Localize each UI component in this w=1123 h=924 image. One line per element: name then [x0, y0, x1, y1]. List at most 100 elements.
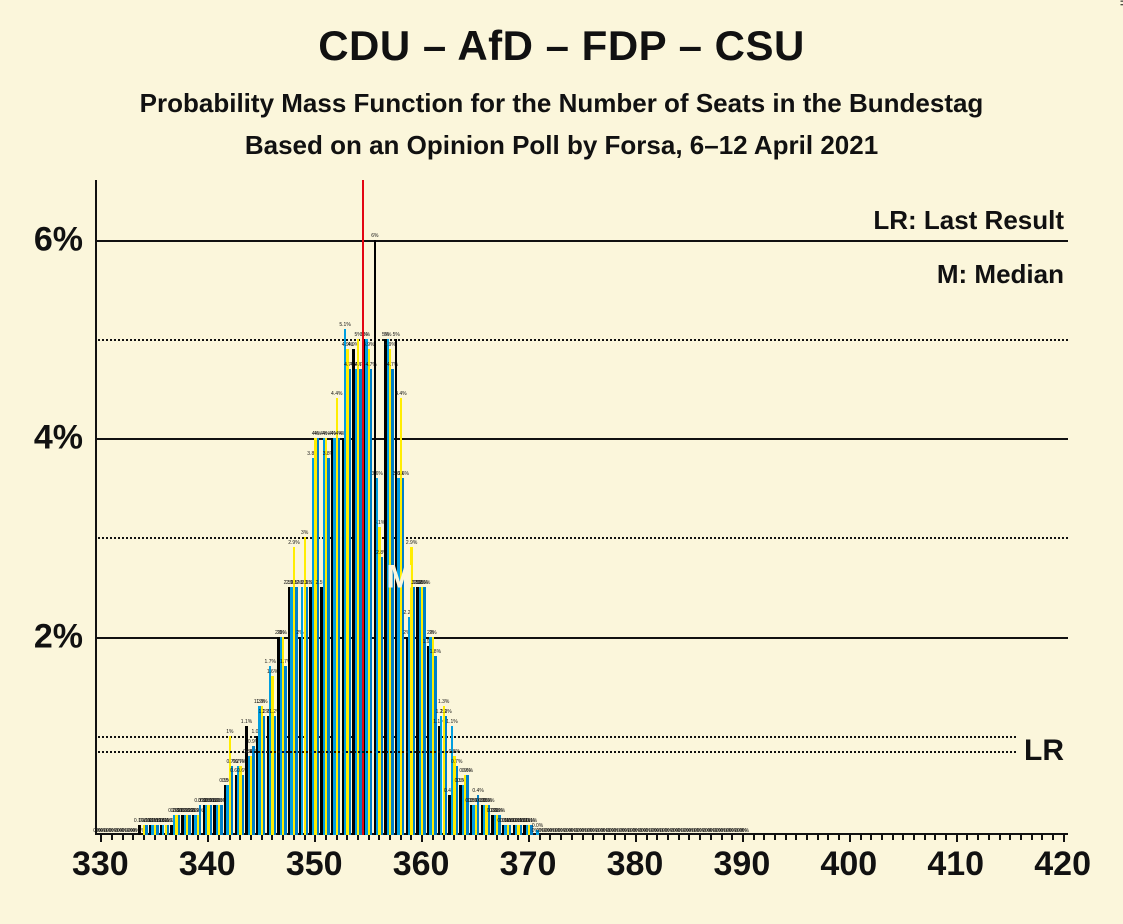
x-tick-minor [838, 835, 840, 840]
x-tick-minor [699, 835, 701, 840]
gridline-major [95, 240, 1068, 242]
gridline-minor [95, 736, 1068, 738]
bar: 3.8% [327, 458, 329, 835]
x-tick-minor [892, 835, 894, 840]
x-axis-label: 390 [714, 845, 771, 884]
x-tick-minor [154, 835, 156, 840]
bar: 4.7% [359, 369, 361, 835]
x-tick-minor [678, 835, 680, 840]
x-tick-minor [870, 835, 872, 840]
x-tick-minor [261, 835, 263, 840]
x-tick-minor [924, 835, 926, 840]
bar-value-label: 1% [226, 729, 233, 736]
x-tick-minor [945, 835, 947, 840]
x-tick-minor [977, 835, 979, 840]
bar-value-label: 5% [393, 332, 400, 339]
bar: 2.8% [381, 557, 383, 835]
x-tick-minor [881, 835, 883, 840]
x-tick-minor [336, 835, 338, 840]
x-tick-minor [517, 835, 519, 840]
bar: 3.6% [402, 478, 404, 835]
x-tick-minor [902, 835, 904, 840]
bar: 1.2% [274, 716, 276, 835]
bar: 0.3% [210, 805, 212, 835]
bar: 1.8% [434, 656, 436, 835]
x-tick-minor [165, 835, 167, 840]
x-tick-major [421, 835, 423, 842]
x-tick-minor [143, 835, 145, 840]
x-tick-minor [1020, 835, 1022, 840]
x-tick-major [849, 835, 851, 842]
x-tick-minor [239, 835, 241, 840]
x-tick-major [528, 835, 530, 842]
bar: 0.1% [520, 825, 522, 835]
bar: 0.1% [145, 825, 147, 835]
bar-value-label: 5.1% [339, 322, 350, 329]
x-tick-minor [539, 835, 541, 840]
bar-value-label: 3.6% [371, 471, 382, 478]
x-tick-minor [624, 835, 626, 840]
bar: 4.7% [391, 369, 393, 835]
median-line [362, 180, 364, 835]
bar: 0.9% [252, 746, 254, 835]
lr-label: LR [1016, 736, 1068, 766]
bar-value-label: 1.3% [256, 699, 267, 706]
bar-value-label: 1.2% [440, 709, 451, 716]
x-tick-minor [1052, 835, 1054, 840]
legend-lr: LR: Last Result [865, 207, 1068, 233]
x-tick-minor [485, 835, 487, 840]
x-tick-minor [122, 835, 124, 840]
chart-subtitle-1: Probability Mass Function for the Number… [0, 88, 1123, 119]
bar-value-label: 1.7% [265, 659, 276, 666]
x-tick-minor [966, 835, 968, 840]
y-axis-label: 2% [34, 617, 83, 656]
bar-value-label: 2.5% [419, 580, 430, 587]
x-tick-minor [175, 835, 177, 840]
x-tick-minor [603, 835, 605, 840]
x-tick-minor [806, 835, 808, 840]
bar: 0.3% [199, 805, 201, 835]
chart-subtitle-2: Based on an Opinion Poll by Forsa, 6–12 … [0, 130, 1123, 161]
x-tick-minor [507, 835, 509, 840]
x-axis-label: 330 [72, 845, 129, 884]
x-tick-minor [1041, 835, 1043, 840]
chart: © 2021 Filip van Laenen CDU – AfD – FDP … [0, 0, 1123, 924]
bar: 4% [317, 438, 319, 835]
x-tick-minor [271, 835, 273, 840]
x-tick-major [635, 835, 637, 842]
x-tick-minor [346, 835, 348, 840]
x-axis-label: 420 [1034, 845, 1091, 884]
x-tick-minor [913, 835, 915, 840]
copyright: © 2021 Filip van Laenen [1117, 0, 1123, 6]
bar-value-label: 0.2% [494, 808, 505, 815]
bar: 0.1% [509, 825, 511, 835]
y-axis-label: 6% [34, 220, 83, 259]
bar-value-label: 1.1% [241, 719, 252, 726]
lr-line [95, 751, 1068, 753]
x-tick-minor [410, 835, 412, 840]
x-tick-minor [753, 835, 755, 840]
bar: 0.2% [178, 815, 180, 835]
bar: 0.1% [156, 825, 158, 835]
x-tick-minor [197, 835, 199, 840]
x-axis-label: 370 [500, 845, 557, 884]
x-tick-minor [731, 835, 733, 840]
bar-value-label: 0.3% [483, 798, 494, 805]
x-tick-major [742, 835, 744, 842]
x-tick-minor [763, 835, 765, 840]
x-tick-minor [368, 835, 370, 840]
bar-value-label: 2% [280, 630, 287, 637]
chart-title: CDU – AfD – FDP – CSU [0, 22, 1123, 70]
bar-value-label: 4.4% [331, 391, 342, 398]
x-tick-minor [443, 835, 445, 840]
bar: 0.6% [466, 775, 468, 835]
gridline-major [95, 637, 1068, 639]
bar: 0.1% [167, 825, 169, 835]
x-tick-minor [934, 835, 936, 840]
x-tick-minor [571, 835, 573, 840]
x-tick-minor [667, 835, 669, 840]
bar: 2.5% [423, 587, 425, 835]
x-axis-label: 350 [286, 845, 343, 884]
x-tick-minor [795, 835, 797, 840]
bar: 0.7% [231, 766, 233, 835]
